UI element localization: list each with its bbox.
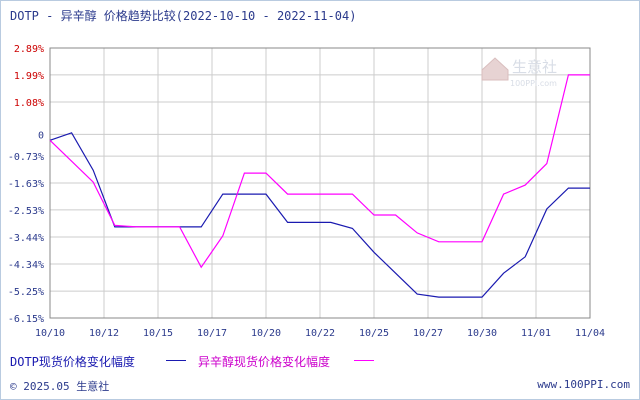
x-tick-label: 10/15 [143,328,173,339]
watermark-logo: 生意社 100PPI.com [481,57,557,88]
watermark-name: 生意社 [512,58,557,76]
x-tick-labels: 10/10 10/12 10/15 10/17 10/20 10/22 10/25 10/27… [35,328,605,339]
legend-dotp-label: DOTP现货价格变化幅度 [10,355,135,369]
watermark-url: 100PPI.com [510,79,557,88]
series-line-isooctanol [49,74,590,269]
y-tick-label: -0.73% [8,152,44,163]
legend-isooctanol-label: 异辛醇现货价格变化幅度 [198,355,331,369]
footer-site-link[interactable]: www.100PPI.com [537,378,630,391]
y-tick-label: -1.63% [8,179,44,190]
x-tick-label: 10/10 [35,328,65,339]
footer-copyright: © 2025.05 生意社 [10,380,110,393]
x-tick-label: 10/30 [467,328,497,339]
y-tick-label: -6.15% [8,314,44,325]
grid [49,47,591,319]
y-tick-label: -2.53% [8,206,44,217]
x-tick-label: 10/27 [413,328,443,339]
x-tick-label: 10/20 [251,328,281,339]
chart-title: DOTP - 异辛醇 价格趋势比较(2022-10-10 - 2022-11-0… [10,9,357,23]
plot-border [49,47,591,319]
y-tick-label: -5.25% [8,287,44,298]
x-tick-label: 10/12 [89,328,119,339]
x-tick-label: 10/17 [197,328,227,339]
y-tick-label: -3.44% [8,233,44,244]
y-tick-label: 1.99% [14,71,44,82]
axes [49,47,591,319]
x-tick-label: 11/04 [575,328,605,339]
x-tick-label: 10/22 [305,328,335,339]
legend-isooctanol-swatch [354,360,374,361]
x-tick-label: 11/01 [521,328,551,339]
y-tick-label: 2.89% [14,44,44,55]
legend-dotp-swatch [166,360,186,361]
watermark-house-icon [481,57,509,81]
x-tick-label: 10/25 [359,328,389,339]
series-lines [49,74,590,298]
y-tick-label: -4.34% [8,260,44,271]
y-tick-label: 1.08% [14,98,44,109]
y-tick-label: 0 [38,130,44,141]
y-tick-labels: 2.89% 1.99% 1.08% 0 -0.73% -1.63% -2.53% -3.44%… [8,44,44,325]
